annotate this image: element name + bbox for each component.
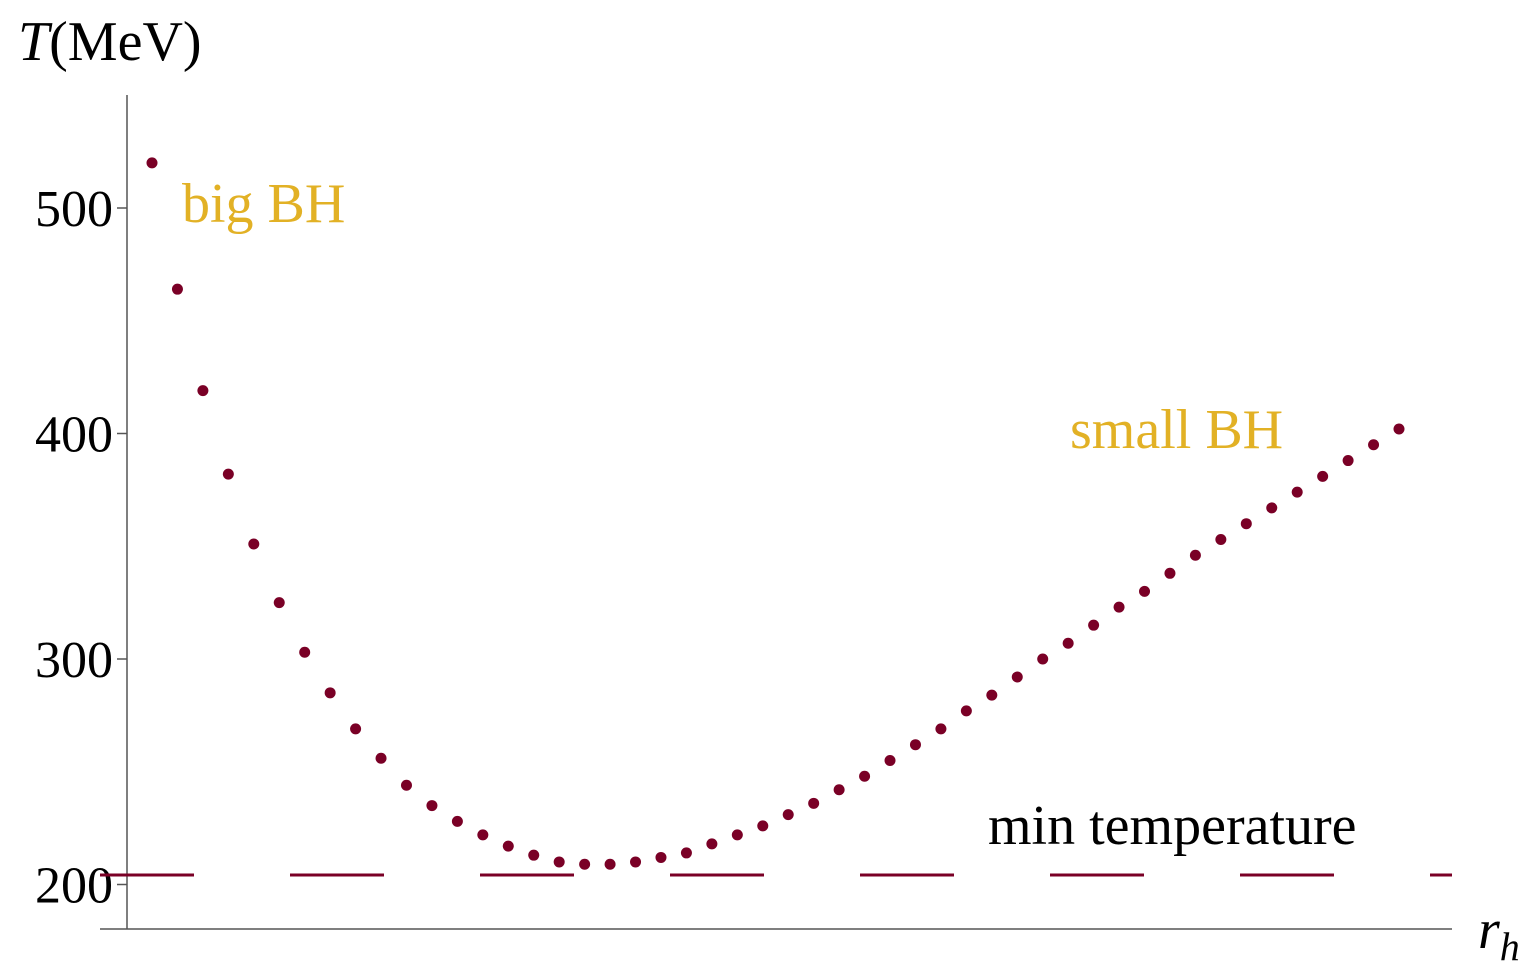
data-point [1037,653,1049,665]
data-point [579,858,591,870]
data-point [1088,619,1100,631]
data-point [706,838,718,850]
data-point [222,468,234,480]
data-point [731,829,743,841]
data-point [782,809,794,821]
x-axis-title: rh [1478,899,1520,969]
y-ticks: 200 300 400 500 [35,181,127,915]
data-point [909,739,921,751]
data-point [197,385,209,397]
data-point [808,797,820,809]
data-point [1011,671,1023,683]
y-axis-title: T(MeV) [18,11,202,73]
data-point [350,723,362,735]
data-point [604,858,616,870]
data-point [273,597,285,609]
data-point [1062,637,1074,649]
data-point [451,815,463,827]
data-point [1291,486,1303,498]
data-point [171,283,183,295]
data-point [757,820,769,832]
data-point [1189,549,1201,561]
data-point [1139,585,1151,597]
data-point [1393,423,1405,435]
data-point [1113,601,1125,613]
data-point [477,829,489,841]
data-point [375,752,387,764]
data-point [935,723,947,735]
data-point [1240,518,1252,530]
data-point [986,689,998,701]
data-point [1266,502,1278,514]
data-point [884,754,896,766]
data-point [630,856,642,868]
y-tick-label: 300 [35,632,113,689]
data-point [528,849,540,861]
data-point [1164,567,1176,579]
x-axis-var: r [1478,899,1500,961]
data-point [960,705,972,717]
data-point [400,779,412,791]
data-point [1317,470,1329,482]
data-point [680,847,692,859]
data-series [146,157,1405,870]
data-point [1215,533,1227,545]
y-tick-label: 200 [35,858,113,915]
data-point [553,856,565,868]
data-point [502,840,514,852]
data-point [248,538,260,550]
data-point [1368,439,1380,451]
y-tick-label: 500 [35,181,113,238]
data-point [426,800,438,812]
y-tick-label: 400 [35,407,113,464]
data-point [324,687,336,699]
y-axis-unit: (MeV) [49,11,201,73]
data-point [655,851,667,863]
data-point [146,157,158,169]
annotation-small-bh: small BH [1070,399,1283,461]
annotation-big-bh: big BH [182,173,345,235]
data-point [833,784,845,796]
annotation-min-temperature: min temperature [988,795,1357,857]
data-point [299,646,311,658]
data-point [859,770,871,782]
x-axis-subscript: h [1500,924,1520,969]
y-axis-var: T [18,11,53,73]
data-point [1342,455,1354,467]
